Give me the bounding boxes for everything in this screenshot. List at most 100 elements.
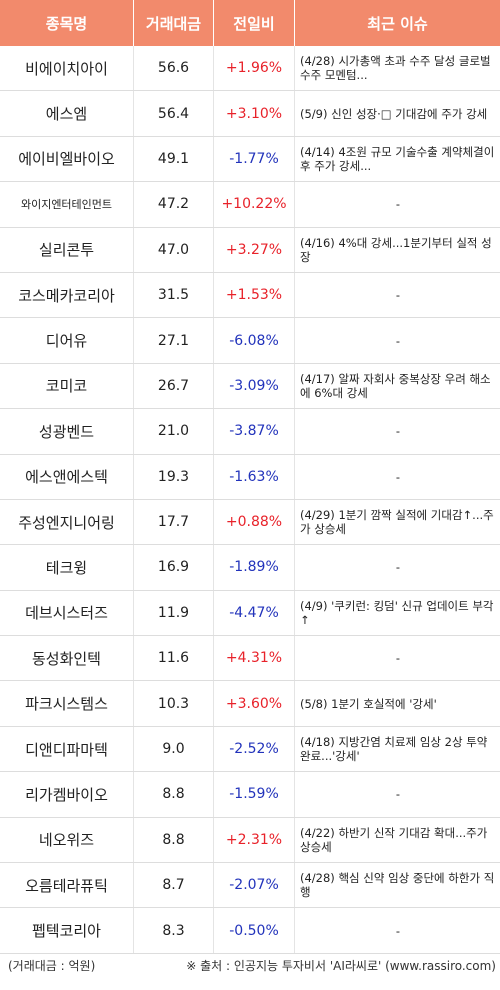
price-change: -1.63% (214, 454, 295, 499)
trade-volume: 56.6 (134, 46, 214, 91)
table-row: 코스메카코리아 31.5 +1.53% - (0, 272, 500, 319)
stock-name: 펩텍코리아 (0, 908, 134, 953)
trade-volume: 11.9 (134, 590, 214, 636)
recent-issue-text: - (395, 288, 401, 303)
price-change: -1.89% (214, 545, 295, 590)
trade-volume: 8.7 (134, 863, 214, 908)
recent-issue-text: - (395, 651, 401, 666)
header-change: 전일비 (214, 0, 295, 46)
stock-name: 코미코 (0, 363, 134, 409)
stock-name: 에스엠 (0, 91, 134, 136)
recent-issue-text: - (395, 923, 401, 938)
stock-name: 성광벤드 (0, 409, 134, 454)
table-body: 비에이치아이 56.6 +1.96% (4/28) 시가총액 초과 수주 달성 글로벌… (0, 46, 500, 954)
stock-name: 파크시스템스 (0, 681, 134, 726)
table-row: 성광벤드 21.0 -3.87% - (0, 409, 500, 455)
trade-volume: 21.0 (134, 409, 214, 454)
trade-volume: 9.0 (134, 726, 214, 772)
price-change: +1.96% (214, 46, 295, 91)
header-name: 종목명 (0, 0, 134, 46)
price-change: -0.50% (214, 908, 295, 953)
table-row: 디어유 27.1 -6.08% - (0, 318, 500, 364)
recent-issue-text: (4/16) 4%대 강세...1분기부터 실적 성장 (300, 235, 492, 264)
trade-volume: 16.9 (134, 545, 214, 590)
table-row: 에스앤에스텍 19.3 -1.63% - (0, 454, 500, 500)
source-note: ※ 출처 : 인공지능 투자비서 'AI라씨로' (www.rassiro.co… (186, 958, 496, 973)
price-change: -6.08% (214, 318, 295, 363)
stock-name: 와이지엔터테인먼트 (0, 182, 134, 227)
stock-name: 디앤디파마텍 (0, 726, 134, 772)
price-change: +0.88% (214, 499, 295, 545)
stock-name: 디어유 (0, 318, 134, 363)
recent-issue: (4/28) 핵심 신약 임상 중단에 하한가 직행 (295, 863, 500, 907)
recent-issue-text: (4/17) 알짜 자회사 중복상장 우려 해소에 6%대 강세 (300, 371, 491, 400)
table-header: 종목명 거래대금 전일비 최근 이슈 (0, 0, 500, 46)
recent-issue-text: (4/22) 하반기 신작 기대감 확대...주가 상승세 (300, 825, 488, 854)
stock-name: 데브시스터즈 (0, 590, 134, 636)
stock-name: 코스메카코리아 (0, 272, 134, 318)
trade-volume: 31.5 (134, 272, 214, 318)
recent-issue: (5/9) 신인 성장·□ 기대감에 주가 강세 (295, 91, 500, 135)
stock-name: 네오위즈 (0, 817, 134, 863)
table-row: 네오위즈 8.8 +2.31% (4/22) 하반기 신작 기대감 확대...주가 상… (0, 817, 500, 864)
trade-volume: 56.4 (134, 91, 214, 136)
table-row: 에스엠 56.4 +3.10% (5/9) 신인 성장·□ 기대감에 주가 강세 (0, 91, 500, 137)
trade-volume: 8.8 (134, 817, 214, 863)
table-row: 디앤디파마텍 9.0 -2.52% (4/18) 지방간염 치료제 임상 2상 투약 … (0, 726, 500, 773)
recent-issue: - (295, 182, 500, 226)
price-change: +3.27% (214, 227, 295, 272)
table-row: 동성화인텍 11.6 +4.31% - (0, 636, 500, 682)
recent-issue: - (295, 318, 500, 362)
recent-issue: (4/17) 알짜 자회사 중복상장 우려 해소에 6%대 강세 (295, 364, 500, 408)
price-change: +2.31% (214, 817, 295, 863)
price-change: -2.52% (214, 726, 295, 772)
price-change: +4.31% (214, 636, 295, 681)
stock-name: 동성화인텍 (0, 636, 134, 681)
recent-issue-text: - (395, 197, 401, 212)
table-row: 리가켐바이오 8.8 -1.59% - (0, 772, 500, 818)
recent-issue-text: (4/18) 지방간염 치료제 임상 2상 투약 완료...'강세' (300, 735, 488, 764)
table-row: 와이지엔터테인먼트 47.2 +10.22% - (0, 182, 500, 228)
trade-volume: 49.1 (134, 136, 214, 182)
recent-issue-text: (4/9) '쿠키런: 킹덤' 신규 업데이트 부각↑ (300, 598, 494, 627)
trade-volume: 27.1 (134, 318, 214, 363)
stock-name: 오름테라퓨틱 (0, 863, 134, 908)
table-row: 오름테라퓨틱 8.7 -2.07% (4/28) 핵심 신약 임상 중단에 하한가 직… (0, 863, 500, 909)
recent-issue-text: - (395, 469, 401, 484)
recent-issue-text: (5/8) 1분기 호실적에 '강세' (300, 696, 437, 711)
table-row: 에이비엘바이오 49.1 -1.77% (4/14) 4조원 규모 기술수출 계약체결… (0, 136, 500, 183)
table-row: 주성엔지니어링 17.7 +0.88% (4/29) 1분기 깜짝 실적에 기대감↑.… (0, 499, 500, 546)
header-volume: 거래대금 (134, 0, 214, 46)
footer: (거래대금 : 억원) ※ 출처 : 인공지능 투자비서 'AI라씨로' (ww… (0, 954, 500, 976)
recent-issue: (4/29) 1분기 깜짝 실적에 기대감↑...주가 상승세 (295, 500, 500, 544)
price-change: +3.60% (214, 681, 295, 726)
recent-issue-text: - (395, 787, 401, 802)
price-change: -3.87% (214, 409, 295, 454)
recent-issue: (4/22) 하반기 신작 기대감 확대...주가 상승세 (295, 818, 500, 862)
price-change: -4.47% (214, 590, 295, 636)
recent-issue-text: - (395, 560, 401, 575)
recent-issue: (4/18) 지방간염 치료제 임상 2상 투약 완료...'강세' (295, 727, 500, 771)
recent-issue: - (295, 409, 500, 453)
recent-issue-text: - (395, 424, 401, 439)
stock-table: 종목명 거래대금 전일비 최근 이슈 비에이치아이 56.6 +1.96% (4/28… (0, 0, 500, 954)
price-change: +10.22% (214, 182, 295, 227)
recent-issue: (4/16) 4%대 강세...1분기부터 실적 성장 (295, 228, 500, 272)
recent-issue-text: (5/9) 신인 성장·□ 기대감에 주가 강세 (300, 106, 488, 121)
recent-issue-text: (4/29) 1분기 깜짝 실적에 기대감↑...주가 상승세 (300, 508, 494, 537)
table-row: 테크윙 16.9 -1.89% - (0, 545, 500, 591)
table-row: 실리콘투 47.0 +3.27% (4/16) 4%대 강세...1분기부터 실적 성… (0, 227, 500, 273)
recent-issue: - (295, 545, 500, 589)
stock-name: 실리콘투 (0, 227, 134, 272)
price-change: +3.10% (214, 91, 295, 136)
table-row: 코미코 26.7 -3.09% (4/17) 알짜 자회사 중복상장 우려 해소에 6… (0, 363, 500, 410)
stock-name: 리가켐바이오 (0, 772, 134, 817)
recent-issue: (4/9) '쿠키런: 킹덤' 신규 업데이트 부각↑ (295, 591, 500, 635)
recent-issue: - (295, 908, 500, 952)
recent-issue-text: (4/14) 4조원 규모 기술수출 계약체결이후 주가 강세... (300, 144, 495, 173)
table-row: 펩텍코리아 8.3 -0.50% - (0, 908, 500, 954)
price-change: +1.53% (214, 272, 295, 318)
stock-name: 테크윙 (0, 545, 134, 590)
unit-note: (거래대금 : 억원) (8, 958, 96, 973)
trade-volume: 8.3 (134, 908, 214, 953)
